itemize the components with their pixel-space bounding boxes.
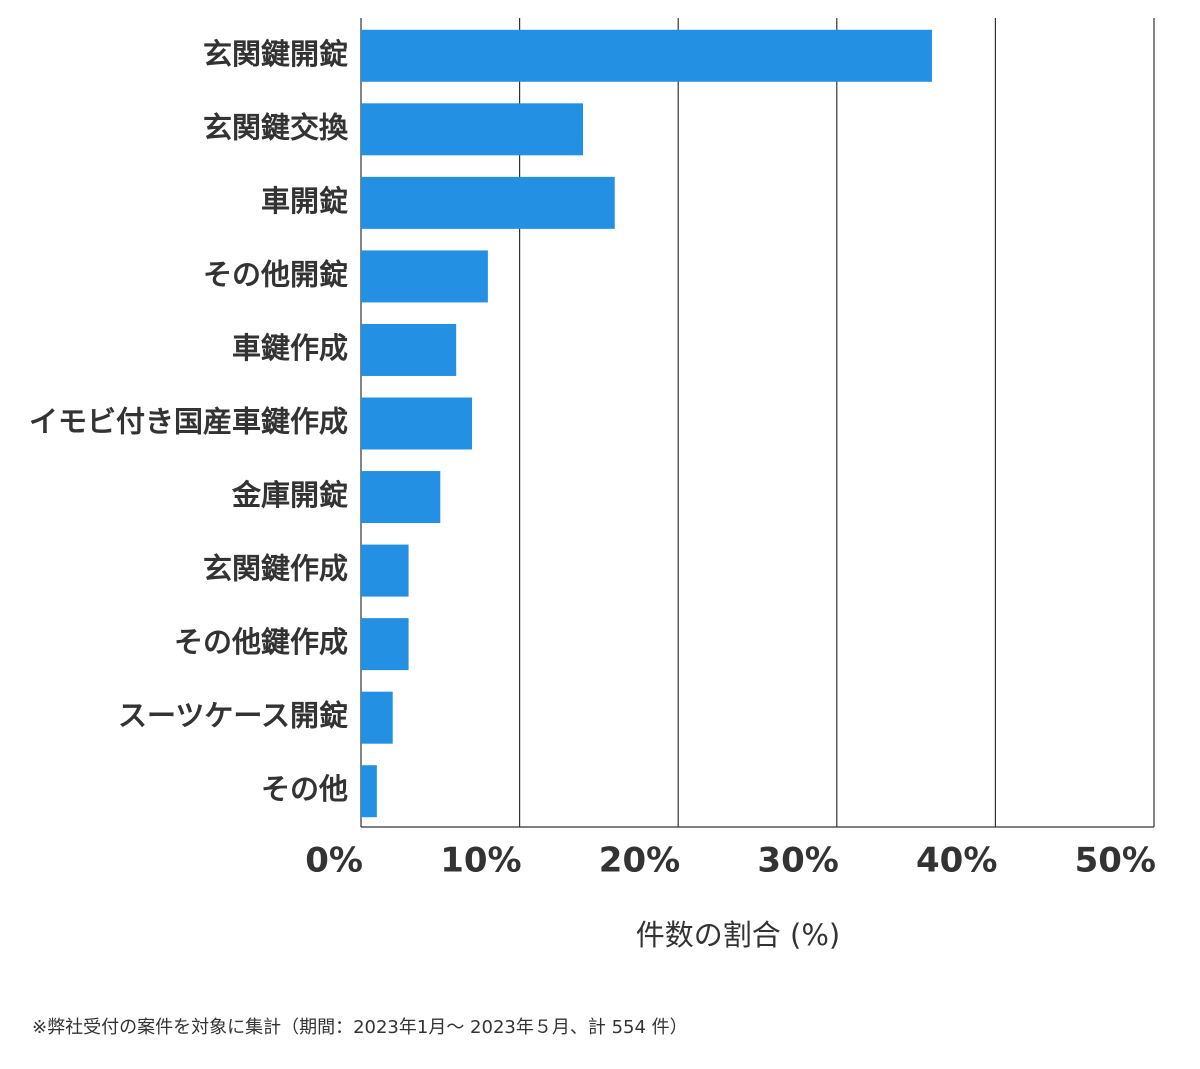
y-tick-label: 玄関鍵開錠 [203, 37, 348, 71]
x-tick-label: 50% [1075, 841, 1156, 881]
y-tick-label: 車開錠 [261, 184, 348, 218]
y-tick-label: 車鍵作成 [232, 331, 348, 365]
y-tick-label: 玄関鍵交換 [203, 110, 349, 144]
bar [361, 176, 615, 229]
footnote: ※弊社受付の案件を対象に集計（期間：2023年1月～ 2023年５月、計 554… [32, 1017, 688, 1038]
y-tick-label: その他鍵作成 [174, 625, 348, 659]
x-tick-label: 10% [440, 841, 521, 881]
y-tick-label: 金庫開錠 [231, 478, 348, 512]
bar [361, 397, 473, 450]
y-tick-label: スーツケース開錠 [118, 699, 348, 733]
x-axis-label: 件数の割合 (%) [636, 918, 840, 952]
x-tick-label: 30% [757, 841, 838, 881]
x-tick-label: 40% [916, 841, 997, 881]
y-tick-label: 玄関鍵作成 [203, 552, 348, 586]
bar [361, 29, 932, 82]
bar [361, 544, 409, 597]
bar [361, 103, 584, 156]
y-tick-label: イモビ付き国産車鍵作成 [29, 405, 348, 439]
bar [361, 618, 409, 671]
x-tick-label: 0% [305, 841, 363, 881]
bar [361, 471, 441, 524]
y-tick-label: その他開錠 [203, 257, 348, 291]
bar [361, 323, 457, 376]
bar [361, 250, 488, 303]
bar [361, 765, 377, 818]
x-tick-label: 20% [599, 841, 680, 881]
y-tick-label: その他 [261, 772, 348, 806]
bar [361, 691, 393, 744]
